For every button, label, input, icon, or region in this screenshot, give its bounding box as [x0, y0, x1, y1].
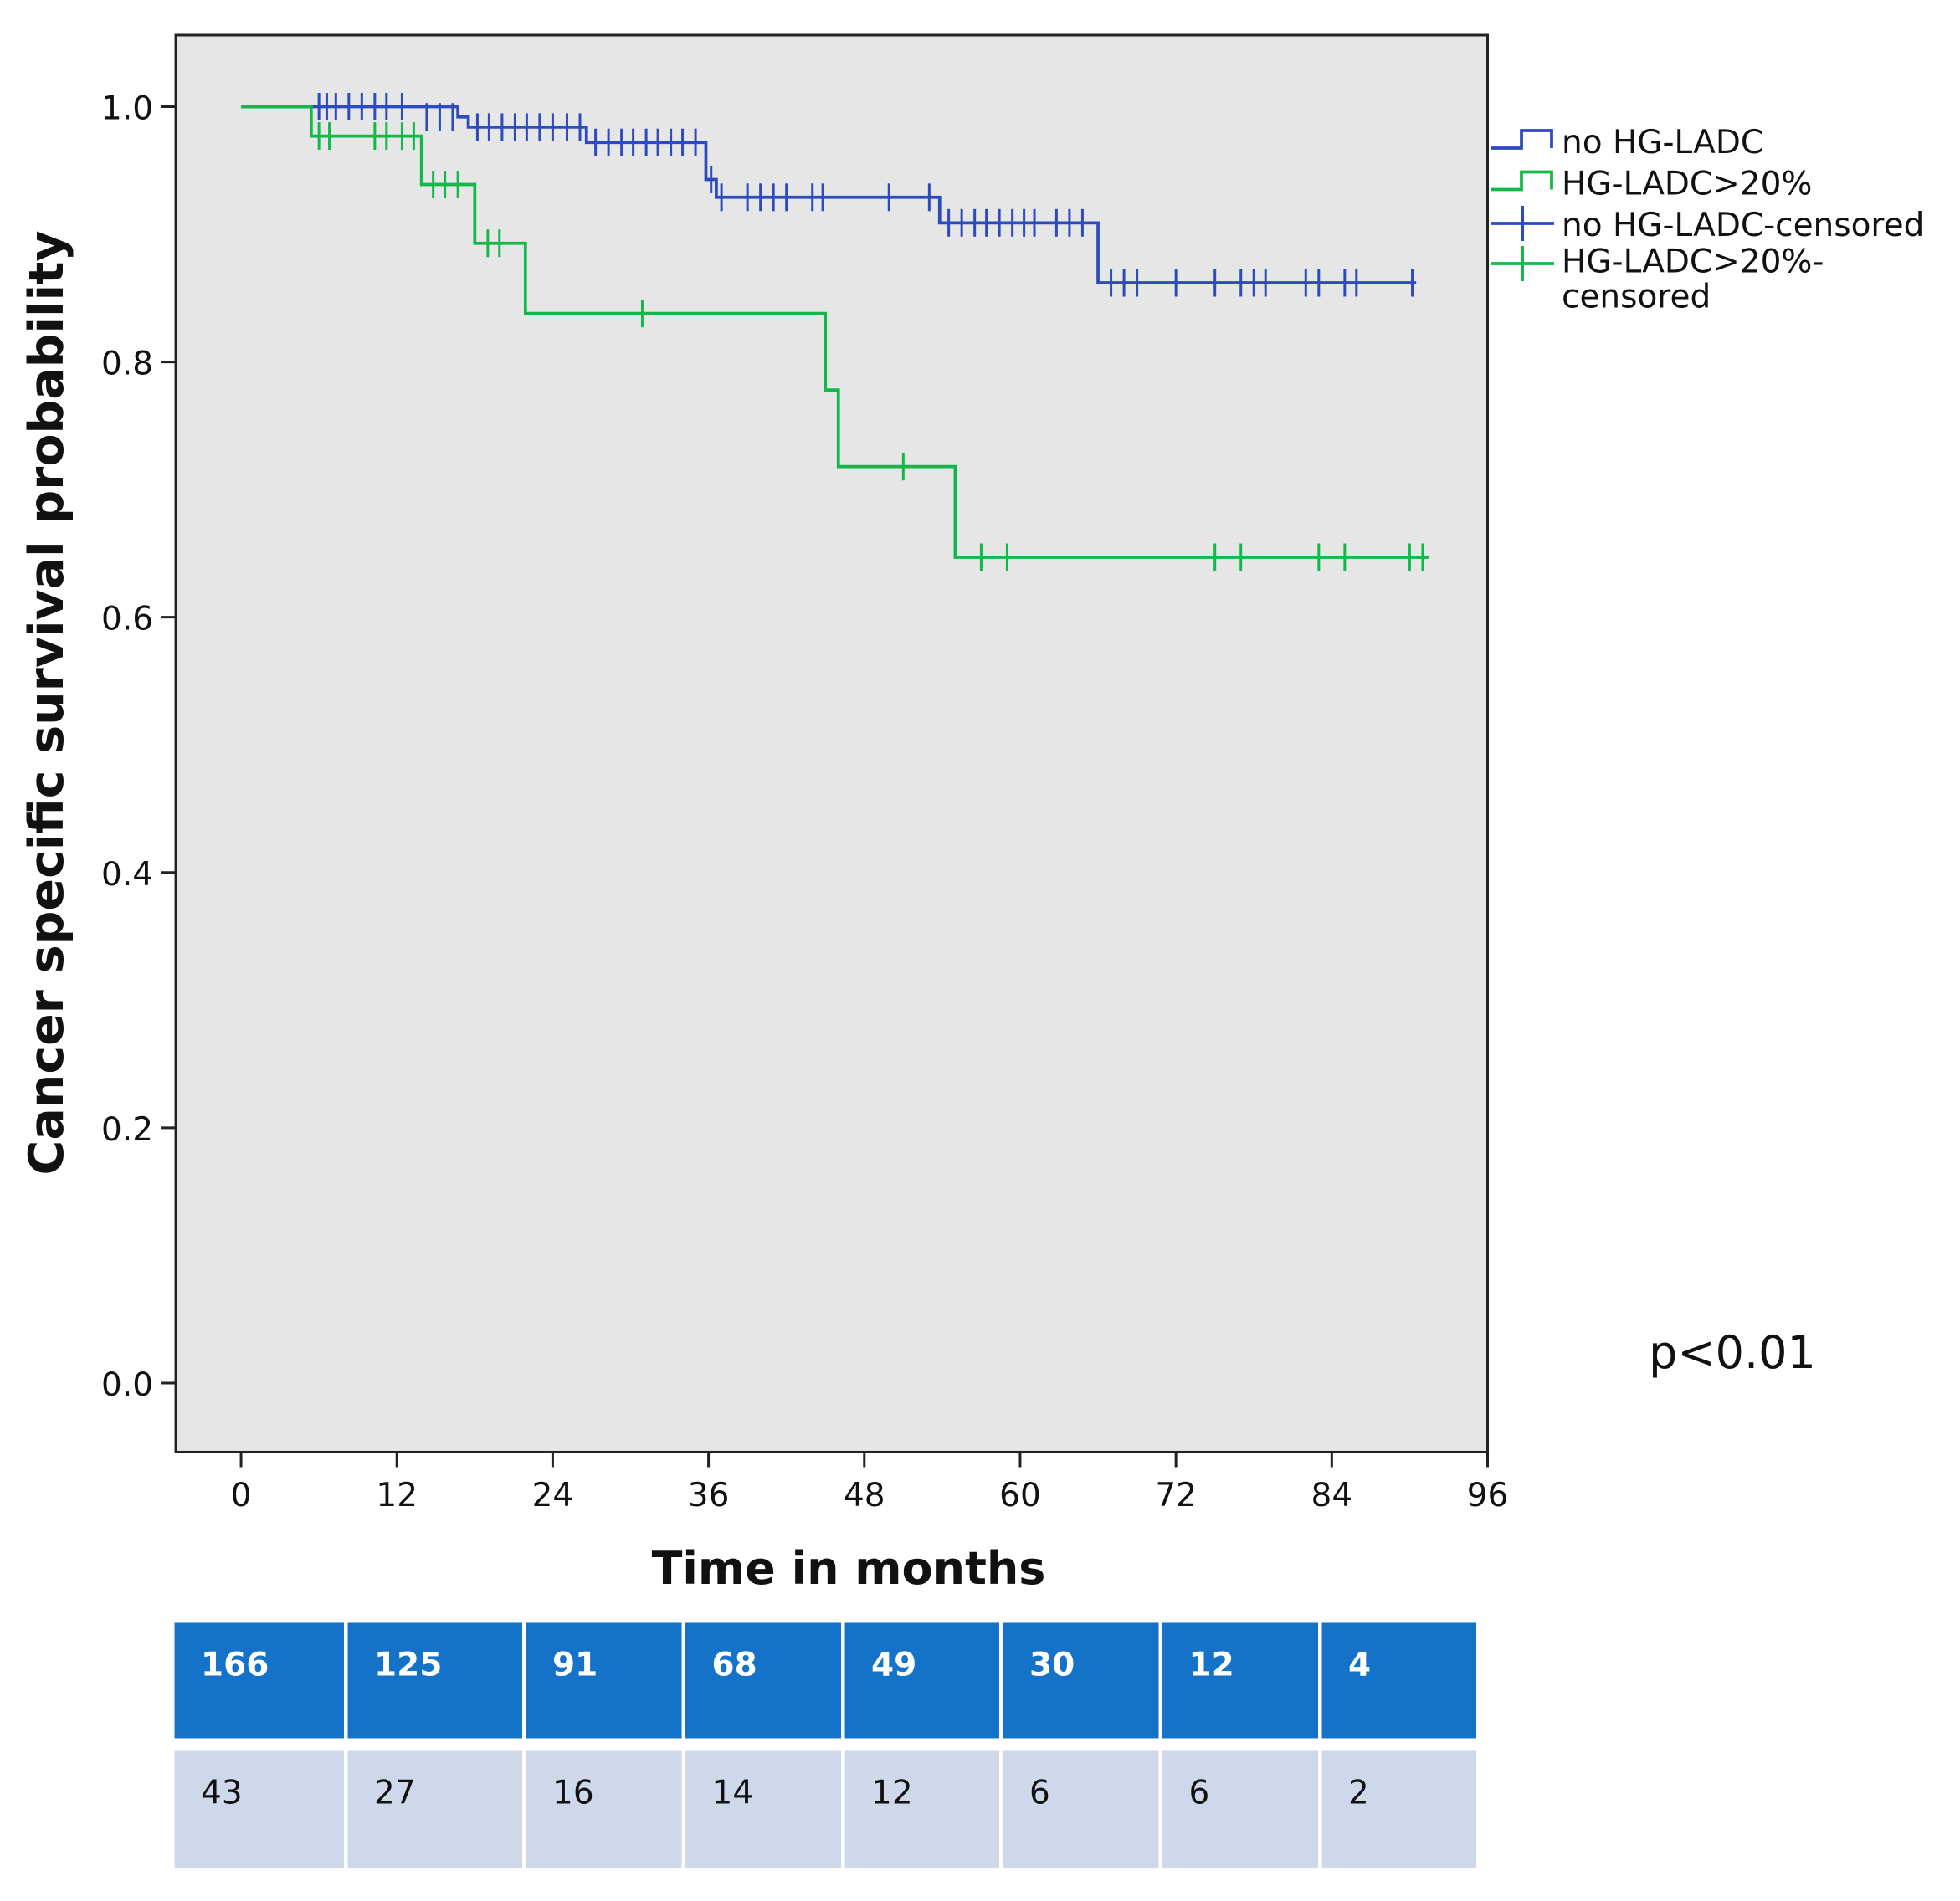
risk-table-value: 2	[1348, 1774, 1369, 1811]
x-tick-label: 96	[1467, 1477, 1509, 1514]
y-tick-label: 0.4	[101, 856, 153, 894]
x-tick-label: 12	[376, 1477, 418, 1514]
risk-table-value: 4	[1348, 1646, 1371, 1683]
legend-step-icon	[1491, 170, 1553, 192]
risk-table-cell	[1003, 1750, 1159, 1868]
risk-table-cell	[1321, 1750, 1477, 1868]
y-tick-label: 0.0	[101, 1366, 153, 1404]
risk-table-cell	[1321, 1622, 1477, 1739]
x-tick-label: 0	[231, 1477, 252, 1514]
risk-table-value: 43	[201, 1774, 243, 1811]
legend-label: no HG-LADC-censored	[1562, 207, 1924, 244]
plot-area	[174, 33, 1490, 1453]
risk-table-cell	[526, 1750, 682, 1868]
risk-table-cell	[526, 1622, 682, 1739]
legend-label: HG-LADC>20%-censored	[1562, 243, 1824, 315]
legend-label: HG-LADC>20%	[1562, 165, 1812, 202]
y-tick-label: 0.6	[101, 601, 153, 638]
risk-table-cell	[1162, 1622, 1319, 1739]
risk-table-value: 27	[374, 1774, 416, 1811]
survival-curve-hg-ladc-gt-20	[241, 105, 1429, 559]
y-axis-label: Cancer specific survival probability	[19, 230, 74, 1175]
x-tick-label: 84	[1311, 1477, 1353, 1514]
risk-table-cell	[347, 1622, 523, 1739]
risk-table-cell	[844, 1750, 1000, 1868]
x-tick-label: 48	[844, 1477, 885, 1514]
risk-table-cell	[685, 1750, 842, 1868]
risk-table-cell	[174, 1622, 345, 1739]
y-tick-label: 0.8	[101, 346, 153, 383]
risk-table-value: 30	[1029, 1646, 1075, 1683]
survival-curve-no-hg-ladc	[241, 105, 1417, 284]
y-tick-label: 1.0	[101, 90, 153, 127]
risk-table-cell	[844, 1622, 1000, 1739]
risk-table-value: 12	[871, 1774, 913, 1811]
risk-table-value: 125	[374, 1646, 442, 1683]
risk-table-value: 6	[1189, 1774, 1210, 1811]
risk-table-value: 91	[552, 1646, 598, 1683]
y-tick-label: 0.2	[101, 1111, 153, 1149]
risk-table-cell	[1003, 1622, 1159, 1739]
x-axis-label: Time in months	[652, 1542, 1046, 1595]
risk-table-cell	[1162, 1750, 1319, 1868]
legend-label: no HG-LADC	[1562, 124, 1763, 161]
p-value-annotation: p<0.01	[1649, 1326, 1816, 1379]
risk-table-cell	[174, 1750, 345, 1868]
risk-table-value: 12	[1189, 1646, 1234, 1683]
legend-step-icon	[1491, 129, 1553, 150]
risk-table-value: 14	[712, 1774, 754, 1811]
x-tick-label: 24	[532, 1477, 574, 1514]
risk-table-value: 16	[552, 1774, 594, 1811]
risk-table-value: 6	[1029, 1774, 1050, 1811]
x-tick-label: 72	[1155, 1477, 1197, 1514]
risk-table-value: 68	[712, 1646, 757, 1683]
risk-table-value: 49	[871, 1646, 916, 1683]
risk-table-cell	[685, 1622, 842, 1739]
x-tick-label: 60	[999, 1477, 1041, 1514]
risk-table-value: 166	[201, 1646, 269, 1683]
risk-table-cell	[347, 1750, 523, 1868]
x-tick-label: 36	[688, 1477, 730, 1514]
